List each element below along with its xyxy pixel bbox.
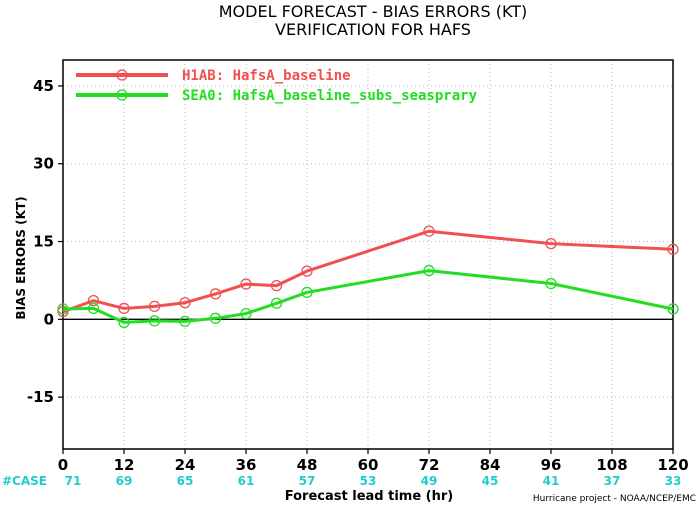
legend-label-0: H1AB: HafsA_baseline (182, 68, 351, 84)
x-tick-label-2: 24 (175, 456, 196, 474)
series-1-point-6 (240, 307, 252, 320)
case-count-10: 33 (665, 474, 682, 488)
series-1-point-5 (209, 312, 222, 324)
series-0-point-8 (301, 265, 313, 277)
series-1-point-2 (118, 316, 130, 329)
series-0-point-7 (270, 279, 283, 292)
series-1-point-3 (148, 315, 161, 327)
y-axis-ticks: -15 0 15 30 45 (27, 77, 63, 406)
case-counts: #CASE 71 69 65 61 57 53 49 45 41 37 33 (2, 474, 681, 488)
x-tick-label-4: 48 (297, 456, 318, 474)
x-tick-label-8: 96 (541, 456, 562, 474)
plot-frame (62, 59, 674, 450)
case-count-5: 53 (360, 474, 377, 488)
y-tick-label-3: 30 (33, 155, 54, 173)
case-count-8: 41 (543, 474, 560, 488)
gridlines (63, 60, 673, 449)
series-0-point-2 (118, 302, 130, 315)
series-1-point-10 (545, 277, 557, 290)
x-tick-label-9: 108 (596, 456, 627, 474)
x-tick-label-6: 72 (419, 456, 440, 474)
series-lines (57, 225, 679, 329)
legend: H1AB: HafsA_baseline SEA0: HafsA_baseline… (76, 68, 478, 104)
y-tick-label-2: 15 (33, 233, 54, 251)
y-tick-label-1: 0 (44, 310, 54, 328)
credit-text: Hurricane project - NOAA/NCEP/EMC (533, 494, 696, 504)
series-0-point-1 (87, 295, 100, 307)
series-1-point-1 (87, 302, 100, 315)
x-tick-label-0: 0 (58, 456, 68, 474)
case-count-1: 69 (116, 474, 133, 488)
legend-marker-0 (116, 69, 128, 81)
x-tick-label-1: 12 (114, 456, 135, 474)
case-count-9: 37 (604, 474, 621, 488)
series-0-point-11 (667, 243, 679, 255)
x-axis-label: Forecast lead time (hr) (285, 489, 453, 504)
series-1-point-8 (301, 286, 313, 299)
y-tick-label-4: 45 (33, 77, 54, 95)
x-tick-label-7: 84 (480, 456, 501, 474)
series-0-point-10 (545, 237, 557, 250)
series-0-point-3 (148, 300, 161, 313)
case-count-0: 71 (65, 474, 82, 488)
case-count-3: 61 (238, 474, 255, 488)
series-1-point-0 (57, 303, 69, 315)
case-count-7: 45 (482, 474, 499, 488)
series-0-point-6 (240, 278, 252, 290)
case-count-6: 49 (421, 474, 438, 488)
case-label: #CASE (2, 474, 47, 488)
series-1-point-9 (423, 264, 435, 277)
series-1-point-11 (667, 303, 679, 315)
series-line-0 (62, 229, 674, 314)
chart-subtitle: VERIFICATION FOR HAFS (275, 20, 471, 39)
x-tick-label-10: 120 (657, 456, 688, 474)
x-tick-label-3: 36 (236, 456, 257, 474)
series-0-point-5 (209, 288, 222, 300)
case-count-2: 65 (177, 474, 194, 488)
legend-marker-1 (116, 89, 128, 101)
case-count-4: 57 (299, 474, 316, 488)
y-tick-label-0: -15 (27, 388, 54, 406)
series-1-point-7 (270, 297, 283, 309)
legend-label-1: SEA0: HafsA_baseline_subs_seasprary (182, 88, 478, 104)
x-tick-label-5: 60 (358, 456, 379, 474)
series-0-point-4 (179, 297, 191, 309)
series-1-point-4 (179, 315, 191, 328)
series-0-point-9 (423, 225, 435, 237)
x-axis-ticks: 0 12 24 36 48 60 72 84 96 108 120 (58, 449, 689, 474)
chart-title: MODEL FORECAST - BIAS ERRORS (KT) (219, 2, 528, 21)
y-axis-label: BIAS ERRORS (KT) (14, 196, 28, 319)
